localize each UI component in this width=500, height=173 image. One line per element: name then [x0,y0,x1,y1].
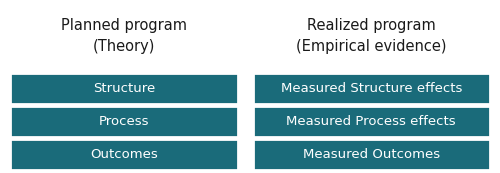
Text: Outcomes: Outcomes [90,148,158,161]
Text: Realized program
(Empirical evidence): Realized program (Empirical evidence) [296,18,446,54]
Bar [252,73,490,104]
Bar [252,106,490,136]
Text: Process: Process [98,115,149,128]
Bar [10,73,237,104]
Bar [10,106,237,136]
Text: Measured Structure effects: Measured Structure effects [280,82,462,95]
Bar [10,139,237,170]
Text: Structure: Structure [92,82,155,95]
Bar [252,139,490,170]
Text: Planned program
(Theory): Planned program (Theory) [61,18,187,54]
Text: Measured Outcomes: Measured Outcomes [302,148,440,161]
Text: Measured Process effects: Measured Process effects [286,115,456,128]
